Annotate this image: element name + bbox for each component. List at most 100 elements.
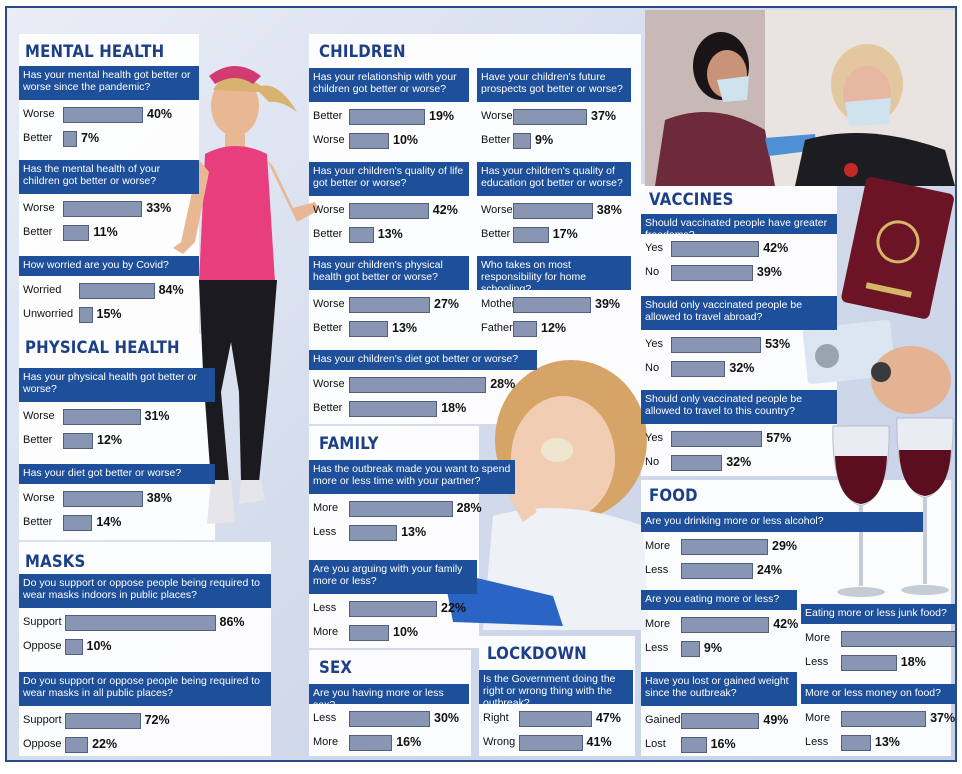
answer-row: Less 30% [309, 710, 469, 728]
answer-label: No [645, 266, 660, 278]
answer-row: Better 7% [19, 130, 199, 148]
answer-row: Better 13% [309, 320, 469, 338]
question-text: Have your children's future prospects go… [477, 68, 631, 102]
answer-row: No 32% [641, 360, 837, 378]
value-bar [349, 109, 425, 125]
answer-label: Yes [645, 432, 663, 444]
value-label: 37% [591, 109, 617, 123]
value-label: 18% [900, 655, 926, 669]
value-bar [349, 711, 430, 727]
value-bar [681, 713, 760, 729]
value-label: 37% [930, 711, 956, 725]
answer-row: Oppose 22% [19, 736, 271, 754]
question-text: Should only vaccinated people be allowed… [641, 296, 837, 330]
section-title-physical: PHYSICAL HEALTH [25, 338, 180, 358]
answer-label: Worse [313, 204, 345, 216]
question-block: Has your children's quality of life got … [309, 162, 469, 250]
answer-row: More 10% [309, 624, 477, 642]
answer-row: Worse 38% [477, 202, 631, 220]
question-block: Should only vaccinated people be allowed… [641, 390, 837, 478]
question-block: Has your mental health got better or wor… [19, 66, 199, 154]
answer-label: Gained [645, 714, 681, 726]
answer-label: Worse [481, 204, 513, 216]
answer-label: No [645, 456, 660, 468]
value-bar [63, 107, 143, 123]
value-label: 13% [377, 227, 403, 241]
value-bar [681, 539, 768, 555]
value-bar [513, 227, 549, 243]
question-block: Do you support or oppose people being re… [19, 574, 271, 662]
value-label: 42% [432, 203, 458, 217]
answer-label: Better [23, 516, 53, 528]
answer-label: More [645, 540, 671, 552]
value-label: 72% [144, 713, 170, 727]
value-label: 53% [765, 337, 791, 351]
question-text: Should vaccinated people have greater fr… [641, 214, 837, 241]
answer-row: Support 72% [19, 712, 271, 730]
question-text: Are you arguing with your family more or… [309, 560, 477, 594]
answer-row: Worse 38% [19, 490, 215, 508]
question-block: Should only vaccinated people be allowed… [641, 296, 837, 384]
value-label: 9% [535, 133, 554, 147]
answer-label: Better [23, 226, 53, 238]
answer-label: Less [805, 656, 829, 668]
value-bar [349, 321, 388, 337]
value-label: 42% [773, 617, 799, 631]
answer-label: Support [23, 714, 62, 726]
answer-row: Worse 27% [309, 296, 469, 314]
answer-row: Less 9% [641, 640, 797, 658]
value-label: 38% [146, 491, 172, 505]
question-text: Has your diet got better or worse? [19, 464, 215, 484]
answer-row: Worse 10% [309, 132, 469, 150]
answer-label: Yes [645, 242, 663, 254]
answer-label: Worse [313, 378, 345, 390]
question-text: Are you eating more or less? [641, 590, 797, 610]
answer-row: Worse 40% [19, 106, 199, 124]
wine-glasses-image [832, 417, 954, 597]
value-bar [349, 227, 374, 243]
value-label: 22% [441, 601, 467, 615]
answer-row: Worried 84% [19, 282, 199, 300]
answer-row: Better 13% [309, 226, 469, 244]
answer-row: More 37% [801, 710, 955, 728]
value-bar [79, 307, 93, 323]
answer-row: Worse 37% [477, 108, 631, 126]
value-label: 30% [434, 711, 460, 725]
answer-row: Support 86% [19, 614, 271, 632]
answer-row: Less 22% [309, 600, 477, 618]
value-bar [349, 625, 389, 641]
answer-label: Less [313, 526, 337, 538]
answer-row: Better 12% [19, 432, 215, 450]
value-label: 13% [392, 321, 418, 335]
question-text: Has your children's diet got better or w… [309, 350, 537, 370]
answer-row: Worse 33% [19, 200, 199, 218]
answer-label: Less [645, 642, 669, 654]
question-block: Has your relationship with your children… [309, 68, 469, 156]
answer-label: Fathers [481, 322, 519, 334]
answer-label: More [313, 736, 339, 748]
value-label: 10% [393, 625, 419, 639]
answer-row: Worse 31% [19, 408, 215, 426]
question-text: Should only vaccinated people be allowed… [641, 390, 837, 424]
answer-label: Oppose [23, 640, 62, 652]
value-label: 49% [763, 713, 789, 727]
answer-row: Better 9% [477, 132, 631, 150]
answer-row: Oppose 10% [19, 638, 271, 656]
question-block: Has your children's quality of education… [477, 162, 631, 250]
answer-row: Wrong 41% [479, 734, 633, 752]
value-label: 12% [541, 321, 567, 335]
answer-row: More 16% [309, 734, 469, 752]
value-bar [349, 525, 398, 541]
value-label: 16% [396, 735, 422, 749]
value-bar [671, 361, 726, 377]
value-label: 39% [595, 297, 621, 311]
answer-label: Worse [23, 202, 55, 214]
answer-label: Better [313, 228, 343, 240]
answer-label: Better [23, 132, 53, 144]
value-bar [841, 711, 927, 727]
question-text: Who takes on most responsibility for hom… [477, 256, 631, 295]
value-label: 40% [147, 107, 173, 121]
answer-row: Less 13% [801, 734, 955, 752]
value-bar [681, 737, 707, 753]
value-bar [681, 563, 753, 579]
